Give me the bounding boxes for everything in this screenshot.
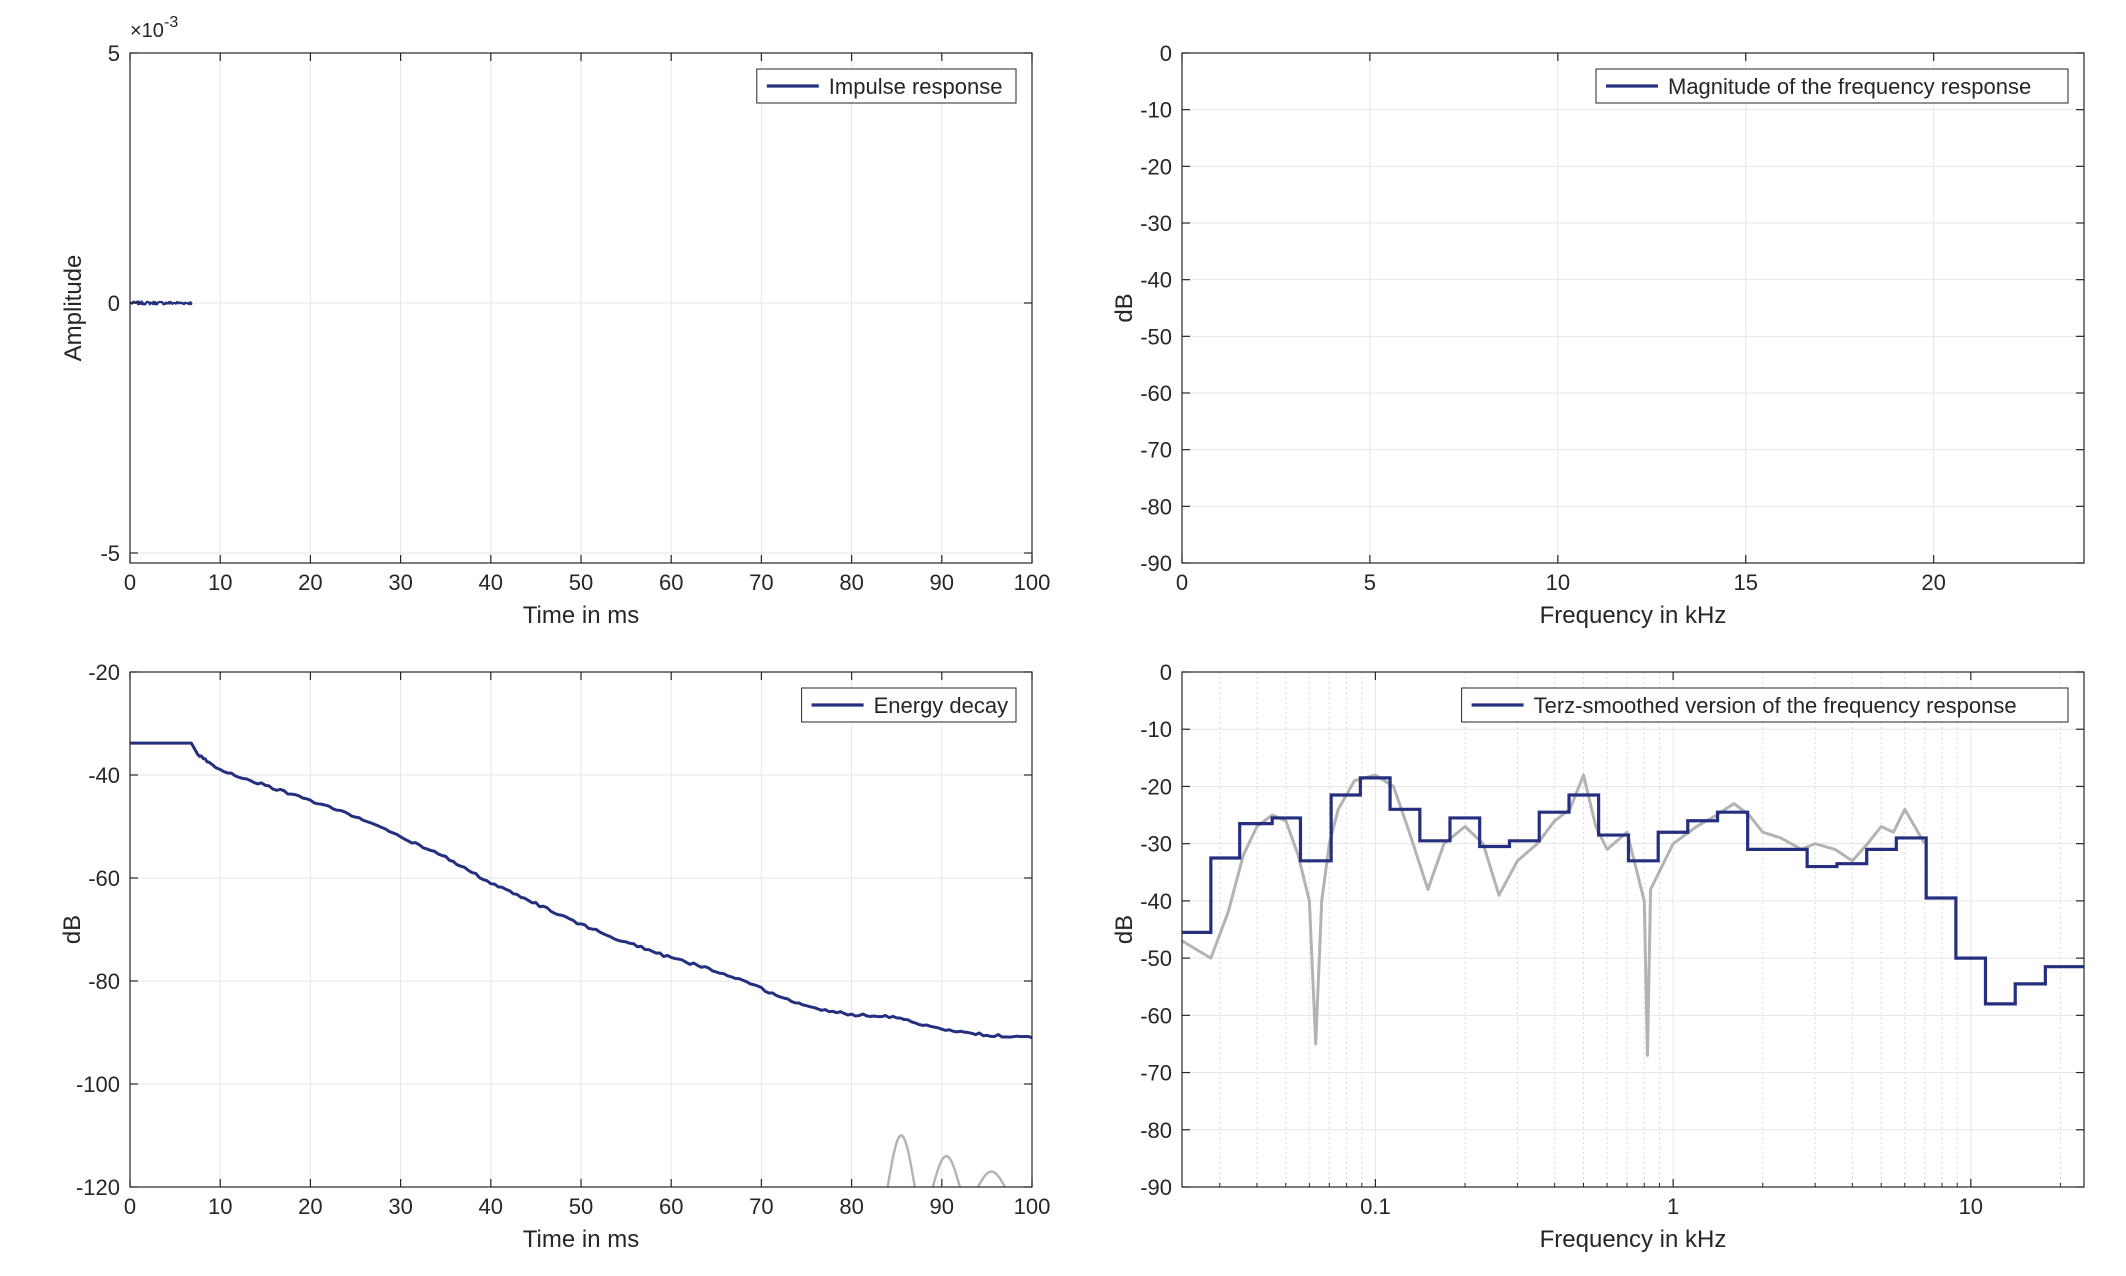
y-axis-label: dB [1111, 293, 1138, 322]
exponent-label: ×10 -3 [130, 14, 178, 42]
y-tick-label: 5 [108, 41, 120, 66]
x-tick-label: 0 [124, 1194, 136, 1219]
x-tick-label: 40 [479, 1194, 503, 1219]
raw-energy-bump [931, 1154, 961, 1187]
x-tick-label: 10 [208, 570, 232, 595]
legend-box [1595, 68, 2069, 104]
y-tick-label: -40 [88, 763, 120, 788]
legend: Magnitude of the frequency response [1595, 68, 2069, 104]
y-axis-label: Amplitude [60, 255, 87, 362]
y-tick-label: -30 [1140, 832, 1172, 857]
x-tick-label: 20 [1921, 570, 1945, 595]
x-tick-label: 80 [839, 570, 863, 595]
x-tick-label: 30 [388, 1194, 412, 1219]
axes-box [1181, 52, 2085, 564]
plot-area [1182, 53, 2084, 563]
data-layer [130, 300, 193, 306]
y-tick-label: -100 [76, 1072, 120, 1097]
legend-box [1461, 687, 2069, 723]
legend: Energy decay [801, 687, 1017, 723]
y-tick-label: -40 [1140, 268, 1172, 293]
x-axis-label: Time in ms [523, 602, 639, 629]
y-tick-label: -80 [1140, 494, 1172, 519]
y-tick-label: -70 [1140, 1061, 1172, 1086]
impulse-response-line [130, 300, 193, 306]
x-tick-label: 50 [569, 570, 593, 595]
x-axis-label: Time in ms [523, 1226, 639, 1253]
x-tick-label: 30 [388, 570, 412, 595]
x-tick-label: 100 [1014, 570, 1051, 595]
panel-2: 0 5 10 15 20 0 -10 -20 -30 -40 -50 -60 -70 -80 -90 Freq… [1111, 41, 2085, 629]
x-tick-label: 80 [839, 1194, 863, 1219]
x-tick-label: 0 [124, 570, 136, 595]
x-tick-label: 90 [930, 1194, 954, 1219]
data-layer [130, 741, 1032, 1187]
terz-smoothed-line [1182, 776, 2084, 1006]
x-tick-label: 10 [208, 1194, 232, 1219]
y-tick-label: -90 [1140, 1175, 1172, 1200]
axes-box [1181, 671, 2085, 1188]
raw-energy-bump [976, 1170, 1006, 1187]
legend-label: Terz-smoothed version of the frequency r… [1534, 693, 2017, 718]
y-tick-label: -5 [100, 541, 120, 566]
y-tick-label: -80 [1140, 1118, 1172, 1143]
x-axis-label: Frequency in kHz [1540, 1226, 1727, 1253]
y-tick-label: -10 [1140, 717, 1172, 742]
x-tick-label: 0 [1176, 570, 1188, 595]
y-tick-label: 0 [1160, 660, 1172, 685]
x-tick-label: 60 [659, 570, 683, 595]
y-axis-label: dB [59, 915, 86, 944]
y-tick-label: -40 [1140, 889, 1172, 914]
y-tick-label: -20 [1140, 774, 1172, 799]
y-tick-label: -70 [1140, 438, 1172, 463]
y-tick-label: -20 [88, 660, 120, 685]
y-tick-label: -50 [1140, 324, 1172, 349]
x-tick-label: 60 [659, 1194, 683, 1219]
y-tick-label: -60 [1140, 381, 1172, 406]
x-tick-label: 5 [1364, 570, 1376, 595]
y-tick-label: -10 [1140, 98, 1172, 123]
x-tick-label: 70 [749, 570, 773, 595]
y-tick-label: 0 [1160, 41, 1172, 66]
y-tick-label: -90 [1140, 551, 1172, 576]
exponent-base: ×10 [130, 20, 164, 42]
x-tick-label: 0.1 [1360, 1194, 1391, 1219]
x-tick-label: 70 [749, 1194, 773, 1219]
x-tick-label: 15 [1734, 570, 1758, 595]
legend-label: Impulse response [829, 74, 1003, 99]
x-tick-label: 90 [930, 570, 954, 595]
y-tick-label: -50 [1140, 946, 1172, 971]
legend: Impulse response [756, 68, 1017, 104]
y-tick-label: -20 [1140, 154, 1172, 179]
x-axis-label: Frequency in kHz [1540, 602, 1727, 629]
panel-4: 0.1 1 10 0 -10 -20 -30 -40 -50 -60 -70 -80 -90 Freque… [1111, 660, 2085, 1253]
x-tick-label: 40 [479, 570, 503, 595]
y-tick-label: 0 [108, 291, 120, 316]
y-tick-label: -80 [88, 969, 120, 994]
x-tick-label: 10 [1546, 570, 1570, 595]
legend: Terz-smoothed version of the frequency r… [1461, 687, 2069, 723]
plot-area [1182, 672, 2084, 1187]
data-layer [1182, 773, 2084, 1057]
panel-3: 0 10 20 30 40 50 60 70 80 90 100 -20 -40 -60 -80 -100 -1… [59, 660, 1050, 1253]
legend-label: Energy decay [874, 693, 1009, 718]
y-tick-label: -60 [88, 866, 120, 891]
x-tick-label: 20 [298, 570, 322, 595]
exponent-power: -3 [164, 14, 178, 31]
y-tick-label: -30 [1140, 211, 1172, 236]
y-axis-label: dB [1111, 915, 1138, 944]
x-tick-label: 20 [298, 1194, 322, 1219]
y-tick-label: -60 [1140, 1003, 1172, 1028]
x-tick-label: 10 [1959, 1194, 1983, 1219]
x-tick-label: 50 [569, 1194, 593, 1219]
y-tick-label: -120 [76, 1175, 120, 1200]
x-tick-label: 1 [1667, 1194, 1679, 1219]
x-tick-label: 100 [1014, 1194, 1051, 1219]
raw-energy-bump [886, 1134, 916, 1187]
legend-label: Magnitude of the frequency response [1668, 74, 2031, 99]
energy-decay-line [130, 741, 1032, 1040]
